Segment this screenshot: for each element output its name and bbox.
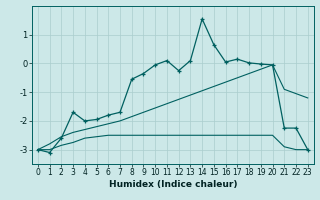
- X-axis label: Humidex (Indice chaleur): Humidex (Indice chaleur): [108, 180, 237, 189]
